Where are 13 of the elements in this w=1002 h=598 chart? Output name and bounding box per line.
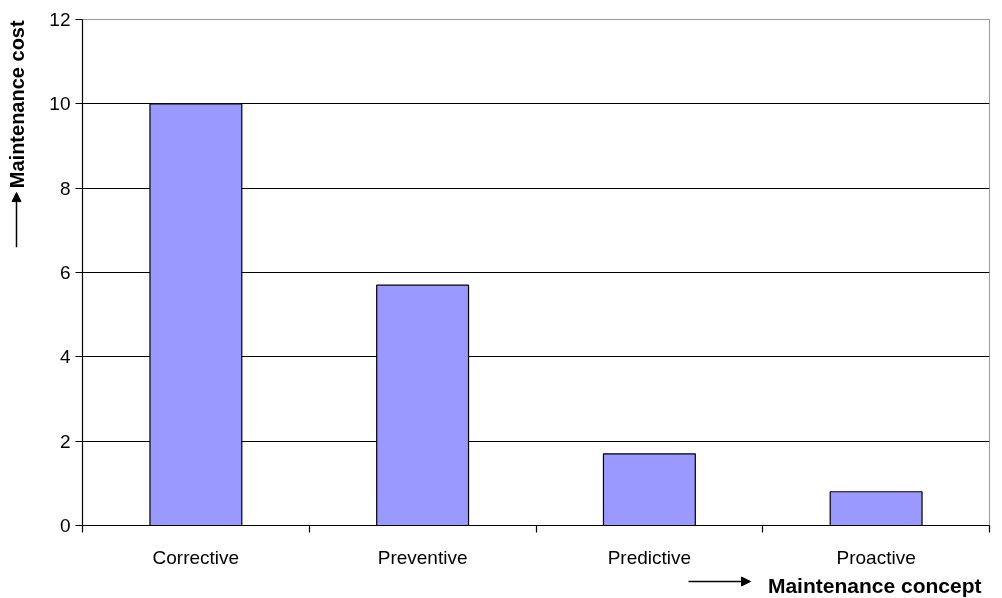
y-tick-label: 2 [59, 430, 71, 452]
x-tick-label: Predictive [607, 546, 692, 568]
y-tick-label: 4 [59, 346, 71, 368]
x-axis-title: Maintenance concept [767, 574, 982, 597]
y-tick-label: 6 [59, 262, 71, 283]
x-tick-label: Preventive [377, 546, 468, 568]
y-axis-title: Maintenance cost [5, 20, 28, 189]
y-tick-label: 10 [49, 93, 71, 115]
y-tick-label: 8 [59, 177, 71, 199]
x-tick-label: Corrective [152, 546, 240, 568]
x-tick-label: Proactive [836, 546, 916, 568]
y-tick-label: 12 [49, 9, 71, 30]
y-tick-label: 0 [59, 515, 71, 536]
